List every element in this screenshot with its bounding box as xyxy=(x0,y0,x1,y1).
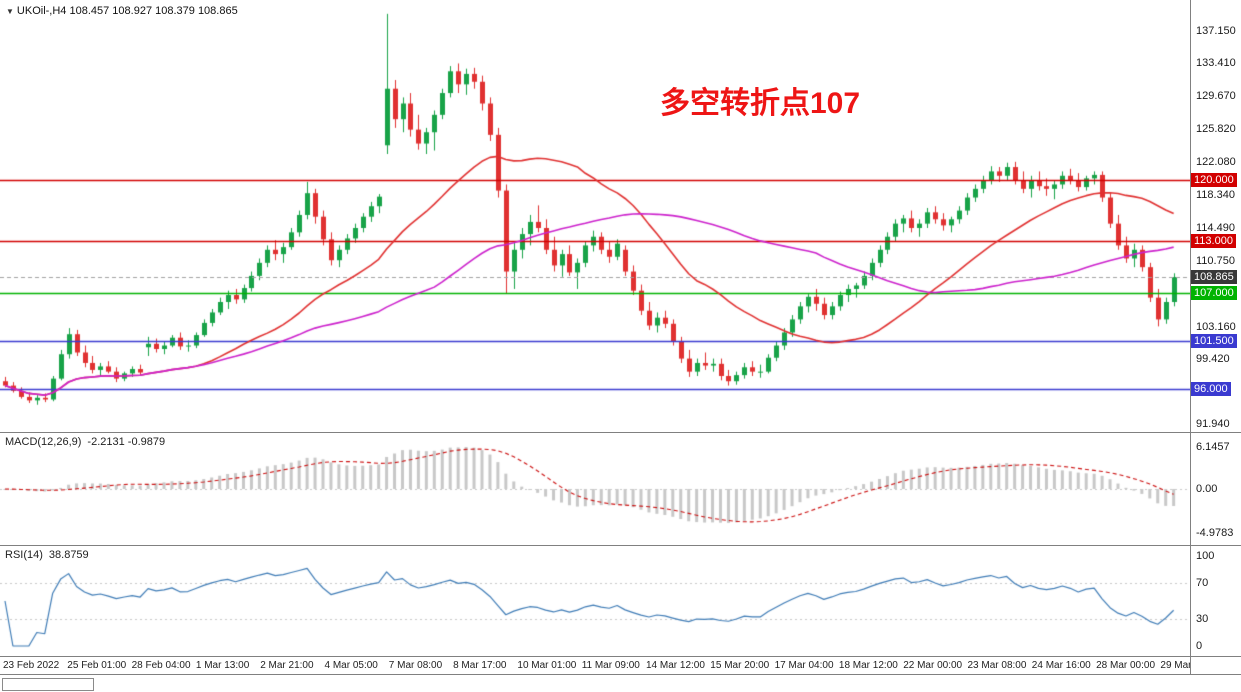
macd-label: MACD(12,26,9) -2.2131 -0.9879 xyxy=(5,436,165,448)
level-price-badge: 96.000 xyxy=(1191,382,1231,397)
panel-separator[interactable] xyxy=(0,656,1241,657)
price-tick-label: 137.150 xyxy=(1196,24,1236,37)
time-tick-label: 25 Feb 01:00 xyxy=(67,660,127,671)
chart-tab[interactable] xyxy=(2,678,94,691)
price-tick-label: 110.750 xyxy=(1196,254,1235,267)
symbol-ohlc-text: UKOil-,H4 108.457 108.927 108.379 108.86… xyxy=(16,5,238,17)
chart-title: ▼ UKOil-,H4 108.457 108.927 108.379 108.8… xyxy=(6,5,238,17)
macd-axis-zero: 0.00 xyxy=(1196,483,1218,495)
time-tick-label: 11 Mar 09:00 xyxy=(581,660,640,671)
macd-canvas[interactable] xyxy=(0,433,1190,545)
price-tick-label: 133.410 xyxy=(1196,57,1236,70)
price-axis[interactable]: 137.150 133.410 129.670 125.820 122.080 118.3… xyxy=(1190,0,1241,675)
chart-tab-bar xyxy=(0,675,1241,692)
collapse-triangle-icon[interactable]: ▼ xyxy=(6,7,14,16)
price-tick-label: 118.340 xyxy=(1196,188,1235,201)
current-price-badge: 108.865 xyxy=(1191,270,1237,285)
panel-separator[interactable] xyxy=(0,545,1241,546)
rsi-axis-label: 100 xyxy=(1196,550,1215,562)
time-tick-label: 8 Mar 17:00 xyxy=(453,660,507,671)
price-tick-label: 99.420 xyxy=(1196,353,1230,366)
time-tick-label: 17 Mar 04:00 xyxy=(774,660,834,671)
macd-indicator-name: MACD(12,26,9) xyxy=(5,436,82,448)
time-tick-label: 10 Mar 01:00 xyxy=(517,660,577,671)
time-tick-label: 1 Mar 13:00 xyxy=(195,660,250,671)
time-tick-label: 14 Mar 12:00 xyxy=(646,660,705,671)
time-axis[interactable]: 23 Feb 2022 25 Feb 01:00 28 Feb 04:00 1 Mar… xyxy=(0,657,1219,674)
time-tick-label: 4 Mar 05:00 xyxy=(324,660,378,671)
level-price-badge: 107.000 xyxy=(1191,286,1237,301)
rsi-indicator-value: 38.8759 xyxy=(48,549,89,561)
price-tick-label: 129.670 xyxy=(1196,89,1236,102)
rsi-axis-label: 70 xyxy=(1196,577,1209,589)
macd-panel: MACD(12,26,9) -2.2131 -0.9879 xyxy=(0,433,1190,545)
rsi-axis-label: 0 xyxy=(1196,640,1203,652)
panel-separator[interactable] xyxy=(0,432,1241,433)
price-tick-label: 103.160 xyxy=(1196,320,1236,333)
price-tick-label: 122.080 xyxy=(1196,156,1236,168)
level-price-badge: 113.000 xyxy=(1191,234,1236,249)
time-tick-label: 28 Mar 00:00 xyxy=(1096,660,1156,671)
macd-indicator-values: -2.2131 -0.9879 xyxy=(87,436,166,448)
level-price-badge: 101.500 xyxy=(1191,334,1237,349)
rsi-indicator-name: RSI(14) xyxy=(5,549,43,561)
macd-axis-min: -4.9783 xyxy=(1196,527,1234,539)
time-tick-label: 15 Mar 20:00 xyxy=(710,660,770,671)
annotation-text[interactable]: 多空转折点107 xyxy=(660,87,861,120)
time-tick-label: 24 Mar 16:00 xyxy=(1031,660,1091,671)
main-chart-panel: ▼ UKOil-,H4 108.457 108.927 108.379 108.8… xyxy=(0,0,1190,432)
time-tick-label: 28 Feb 04:00 xyxy=(131,660,191,671)
level-price-badge: 120.000 xyxy=(1191,173,1237,188)
price-tick-label: 91.940 xyxy=(1196,418,1230,431)
candlestick-chart-canvas[interactable] xyxy=(0,0,1190,432)
rsi-panel: RSI(14) 38.8759 xyxy=(0,546,1190,656)
rsi-label: RSI(14) 38.8759 xyxy=(5,549,89,561)
rsi-axis-label: 30 xyxy=(1196,613,1209,625)
time-tick-label: 23 Mar 08:00 xyxy=(967,660,1027,671)
price-tick-label: 125.820 xyxy=(1196,123,1236,136)
time-tick-label: 23 Feb 2022 xyxy=(3,660,60,671)
time-tick-label: 22 Mar 00:00 xyxy=(903,660,963,671)
bottom-separator xyxy=(0,674,1241,675)
price-tick-label: 114.490 xyxy=(1196,222,1235,235)
time-tick-label: 2 Mar 21:00 xyxy=(260,660,314,671)
time-tick-label: 18 Mar 12:00 xyxy=(838,660,898,671)
time-tick-label: 7 Mar 08:00 xyxy=(388,660,443,671)
time-tick-label: 29 Mar 12:00 xyxy=(1160,660,1219,671)
rsi-canvas[interactable] xyxy=(0,546,1190,656)
macd-axis-max: 6.1457 xyxy=(1196,441,1230,453)
